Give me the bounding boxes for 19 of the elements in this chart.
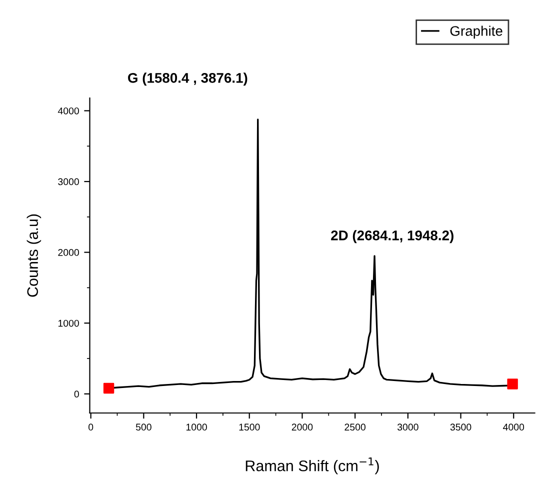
y-tick-label: 2000 [58,249,79,256]
y-axis-title: Counts (a.u) [26,214,42,297]
annotation: 2D (2684.1, 1948.2) [331,230,454,244]
x-axis-title: Raman Shift (cm$^{−1}$) [246,457,379,474]
x-tick-label: 4000 [503,424,524,431]
y-tick-label: 4000 [58,107,79,114]
x-tick-label: 1500 [239,424,260,431]
x-tick-label: 1000 [186,424,207,431]
x-tick-label: 3500 [450,424,472,431]
x-tick-label: 0 [88,424,94,431]
x-tick-label: 2000 [292,424,313,431]
text: G (1580.4 , 3876.1) [128,72,248,86]
x-tick-label: 3000 [397,424,418,431]
x-tick-label: 500 [136,424,152,431]
y-tick-label: 0 [74,390,79,398]
legend-label: Graphite [450,26,502,39]
x-tick-label: 2500 [344,424,366,431]
y-tick-label: 3000 [58,178,79,186]
y-tick-label: 1000 [58,320,79,327]
